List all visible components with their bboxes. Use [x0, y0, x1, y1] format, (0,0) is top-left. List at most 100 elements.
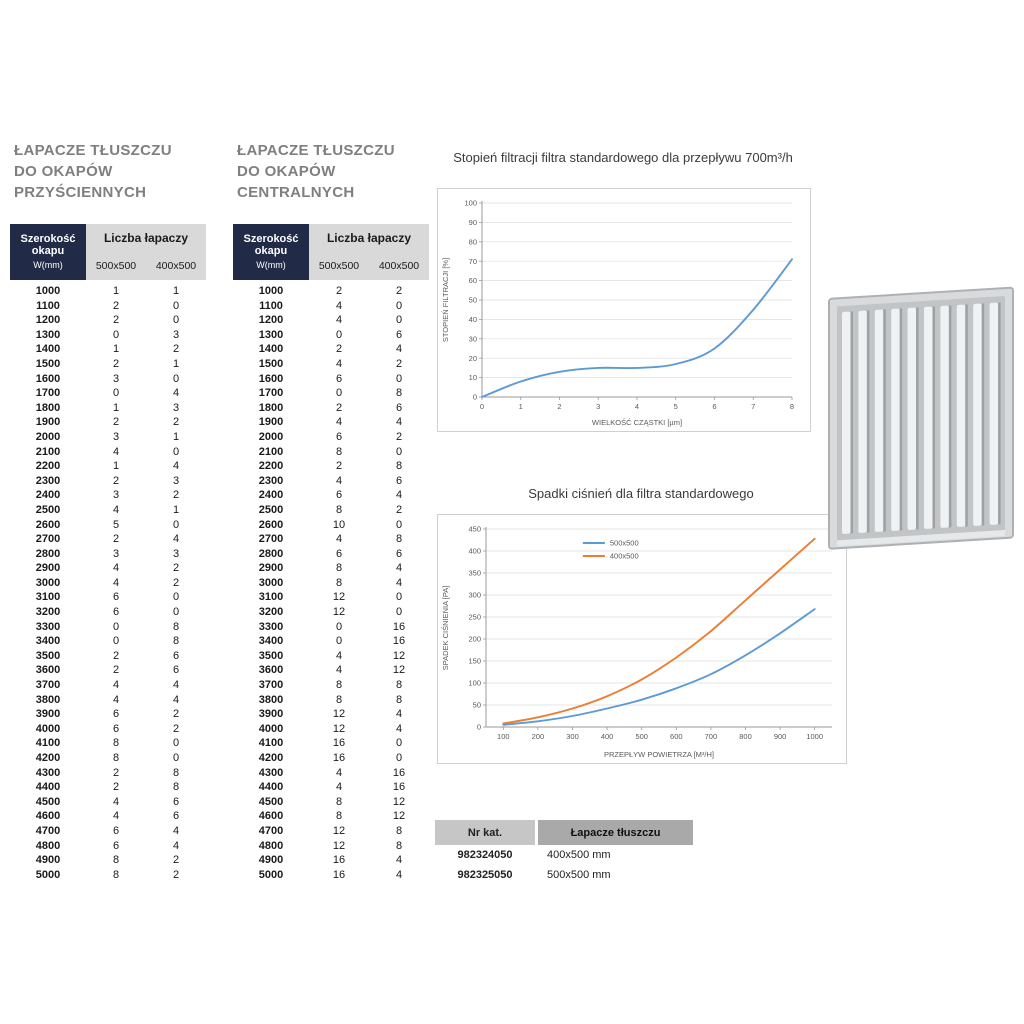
count-cell: 6: [335, 372, 343, 385]
count-cell: 6: [335, 489, 343, 502]
count-cell: 2: [335, 401, 343, 414]
table-row: 1700 0 8: [233, 386, 429, 401]
width-cell: 1800: [258, 401, 284, 414]
count-cell: 0: [335, 635, 343, 648]
table-row: 1900 4 4: [233, 415, 429, 430]
table-row: 3200 12 0: [233, 605, 429, 620]
width-cell: 3500: [35, 649, 61, 662]
count-cell: 3: [172, 474, 180, 487]
table-row: 4300 4 16: [233, 766, 429, 781]
width-cell: 2600: [258, 518, 284, 531]
width-cell: 1900: [35, 416, 61, 429]
width-cell: 1300: [258, 328, 284, 341]
width-cell: 5000: [35, 868, 61, 881]
svg-text:350: 350: [468, 569, 481, 578]
count-header-block: Liczba łapaczy 500x500 400x500: [309, 224, 429, 280]
count-cell: 1: [112, 460, 120, 473]
width-cell: 1600: [35, 372, 61, 385]
count-cell: 0: [395, 737, 403, 750]
width-cell: 1200: [35, 314, 61, 327]
count-cell: 8: [112, 752, 120, 764]
count-cell: 0: [112, 387, 120, 400]
count-cell: 3: [172, 547, 180, 560]
width-cell: 2300: [258, 474, 284, 487]
table-row: 982325050 500x500 mm: [435, 865, 693, 885]
count-cell: 5: [112, 518, 120, 531]
table-row: 3600 4 12: [233, 663, 429, 678]
width-cell: 3400: [35, 635, 61, 648]
table-row: 4500 8 12: [233, 795, 429, 810]
table-row: 2000 6 2: [233, 430, 429, 445]
count-cell: 8: [335, 576, 343, 589]
table-row: 3900 6 2: [10, 707, 206, 722]
title-line: PRZYŚCIENNYCH: [14, 184, 147, 201]
count-cell: 8: [172, 766, 180, 779]
count-cell: 2: [172, 868, 180, 881]
count-cell: 0: [172, 752, 180, 764]
table-row: 1900 2 2: [10, 415, 206, 430]
width-cell: 4700: [35, 824, 61, 837]
width-cell: 1100: [259, 299, 283, 312]
count-cell: 6: [395, 401, 403, 414]
table-row: 1600 6 0: [233, 372, 429, 387]
width-cell: 1500: [35, 357, 61, 370]
table-row: 1700 0 4: [10, 386, 206, 401]
count-cell: 2: [172, 576, 180, 589]
count-cell: 8: [335, 445, 343, 458]
width-cell: 4100: [258, 737, 284, 750]
catalog-number: 982324050: [457, 849, 513, 861]
count-cell: 1: [112, 401, 120, 414]
count-cell: 12: [392, 810, 406, 823]
width-cell: 2100: [258, 445, 284, 458]
count-cell: 16: [392, 781, 406, 794]
width-cell: 3000: [258, 576, 284, 589]
svg-text:0: 0: [473, 393, 477, 402]
count-cell: 4: [335, 416, 343, 429]
svg-text:0: 0: [480, 402, 484, 411]
width-cell: 3600: [35, 664, 61, 677]
svg-text:100: 100: [497, 732, 510, 741]
table-row: 4200 16 0: [233, 751, 429, 766]
count-cell: 2: [112, 533, 120, 546]
col-500x500-header: 500x500: [318, 260, 360, 272]
width-cell: 4500: [258, 795, 284, 808]
count-cell: 4: [395, 562, 403, 575]
width-cell: 4700: [258, 824, 284, 837]
width-cell: 1900: [258, 416, 284, 429]
count-cell: 1: [172, 357, 180, 370]
count-cell: 0: [335, 620, 343, 633]
count-cell: 4: [172, 693, 180, 706]
table-row: 1600 3 0: [10, 372, 206, 387]
count-cell: 0: [172, 372, 180, 385]
svg-text:450: 450: [468, 525, 481, 534]
count-cell: 3: [112, 372, 120, 385]
table-row: 3700 4 4: [10, 678, 206, 693]
count-cell: 16: [392, 620, 406, 633]
width-cell: 3900: [35, 708, 61, 721]
svg-text:2: 2: [557, 402, 561, 411]
count-cell: 2: [335, 285, 343, 297]
width-cell: 2800: [258, 547, 284, 560]
count-cell: 2: [335, 343, 343, 356]
table-row: 2700 4 8: [233, 532, 429, 547]
width-cell: 2600: [35, 518, 61, 531]
count-cell: 0: [395, 314, 403, 327]
grease-filter-photo: [828, 286, 1014, 550]
width-cell: 2200: [258, 460, 284, 473]
count-cell: 3: [112, 489, 120, 502]
width-header-line: okapu: [254, 245, 288, 257]
count-cell: 12: [332, 722, 346, 735]
table-row: 1200 2 0: [10, 313, 206, 328]
table-row: 2700 2 4: [10, 532, 206, 547]
width-cell: 3800: [35, 693, 61, 706]
count-cell: 12: [392, 795, 406, 808]
count-cell: 8: [395, 679, 403, 692]
title-line: DO OKAPÓW: [14, 163, 113, 180]
svg-text:40: 40: [469, 315, 477, 324]
width-cell: 1700: [35, 387, 61, 400]
count-cell: 6: [172, 795, 180, 808]
table-row: 4800 12 8: [233, 839, 429, 854]
width-cell: 4000: [258, 722, 284, 735]
count-cell: 4: [172, 679, 180, 692]
